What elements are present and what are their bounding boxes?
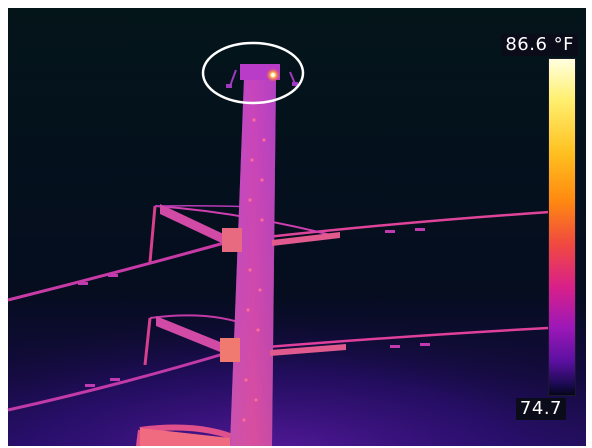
bottom-crossarm: [140, 428, 230, 446]
scale-max-label: 86.6 °F: [501, 34, 578, 56]
hotspot-highlight-circle: [201, 41, 305, 105]
temperature-colorbar: [548, 58, 576, 396]
scale-min-label: 74.7: [515, 398, 566, 420]
upper-crossarm: [160, 204, 340, 252]
pole-bolts: [242, 118, 266, 422]
wire-insulators: [78, 228, 430, 387]
ground-glow: [8, 240, 586, 446]
lower-crossarm: [156, 316, 346, 362]
